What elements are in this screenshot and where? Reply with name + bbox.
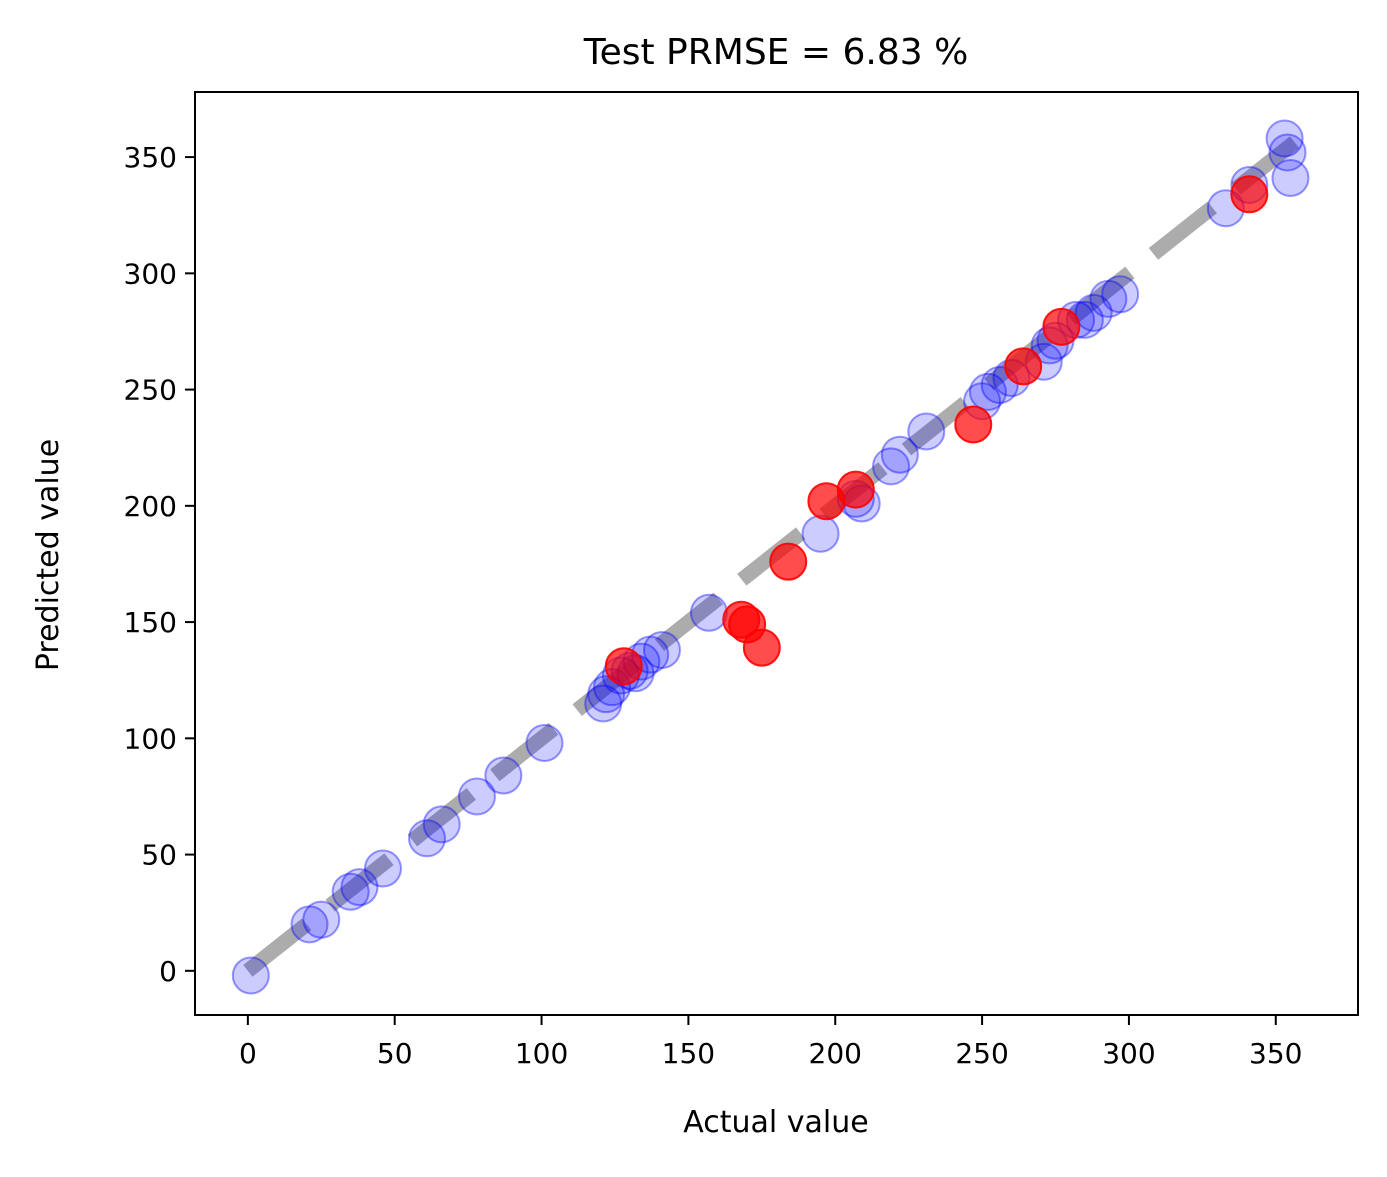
x-tick-label: 200: [809, 1037, 862, 1070]
x-tick-label: 0: [239, 1037, 257, 1070]
x-tick-label: 50: [377, 1037, 413, 1070]
data-point: [587, 675, 626, 714]
y-tick-label: 0: [159, 955, 177, 988]
data-point: [340, 868, 379, 907]
data-point: [836, 470, 875, 509]
plot-frame: [194, 91, 1359, 1016]
data-point: [1074, 293, 1113, 332]
x-axis-label: Actual value: [683, 1105, 868, 1140]
data-point: [408, 819, 447, 858]
data-point: [457, 777, 496, 816]
data-point: [290, 905, 329, 944]
data-point: [1268, 133, 1307, 172]
y-tick-label: 150: [124, 606, 177, 639]
data-point: [422, 805, 461, 844]
data-point: [363, 849, 402, 888]
y-tick-label: 50: [141, 839, 177, 872]
data-point: [584, 684, 623, 723]
x-tick-label: 100: [515, 1037, 568, 1070]
series-1: [604, 175, 1269, 686]
data-point: [907, 412, 946, 451]
points-layer: [231, 119, 1310, 995]
data-point: [872, 447, 911, 486]
y-tick-label: 100: [124, 722, 177, 755]
y-axis-label: Predicted value: [31, 439, 66, 671]
x-tick-label: 300: [1102, 1037, 1155, 1070]
data-point: [1042, 307, 1081, 346]
data-point: [1101, 275, 1140, 314]
data-point: [331, 872, 370, 911]
y-tick-label: 300: [124, 257, 177, 290]
data-point: [642, 630, 681, 669]
data-point: [525, 723, 564, 762]
x-tick-label: 150: [662, 1037, 715, 1070]
data-point: [769, 542, 808, 581]
data-point: [689, 593, 728, 632]
data-point: [484, 756, 523, 795]
y-tick-label: 200: [124, 490, 177, 523]
data-point: [742, 628, 781, 667]
y-tick-label: 250: [124, 374, 177, 407]
data-point: [231, 956, 270, 995]
data-point: [880, 435, 919, 474]
data-point: [1265, 119, 1304, 158]
y-tick-label: 350: [124, 141, 177, 174]
data-point: [1230, 175, 1269, 214]
data-point: [954, 405, 993, 444]
data-point: [1004, 347, 1043, 386]
data-point: [302, 900, 341, 939]
data-point: [801, 514, 840, 553]
data-point: [968, 372, 1007, 411]
data-point: [604, 647, 643, 686]
x-tick-label: 250: [955, 1037, 1008, 1070]
chart-title: Test PRMSE = 6.83 %: [583, 32, 969, 73]
ticks-layer: 0 50 100 150 200 250 300 350 0 50 100 150 200 250 300 3…: [124, 141, 1303, 1070]
data-point: [1271, 159, 1310, 198]
data-point: [1089, 279, 1128, 318]
x-tick-label: 350: [1249, 1037, 1302, 1070]
